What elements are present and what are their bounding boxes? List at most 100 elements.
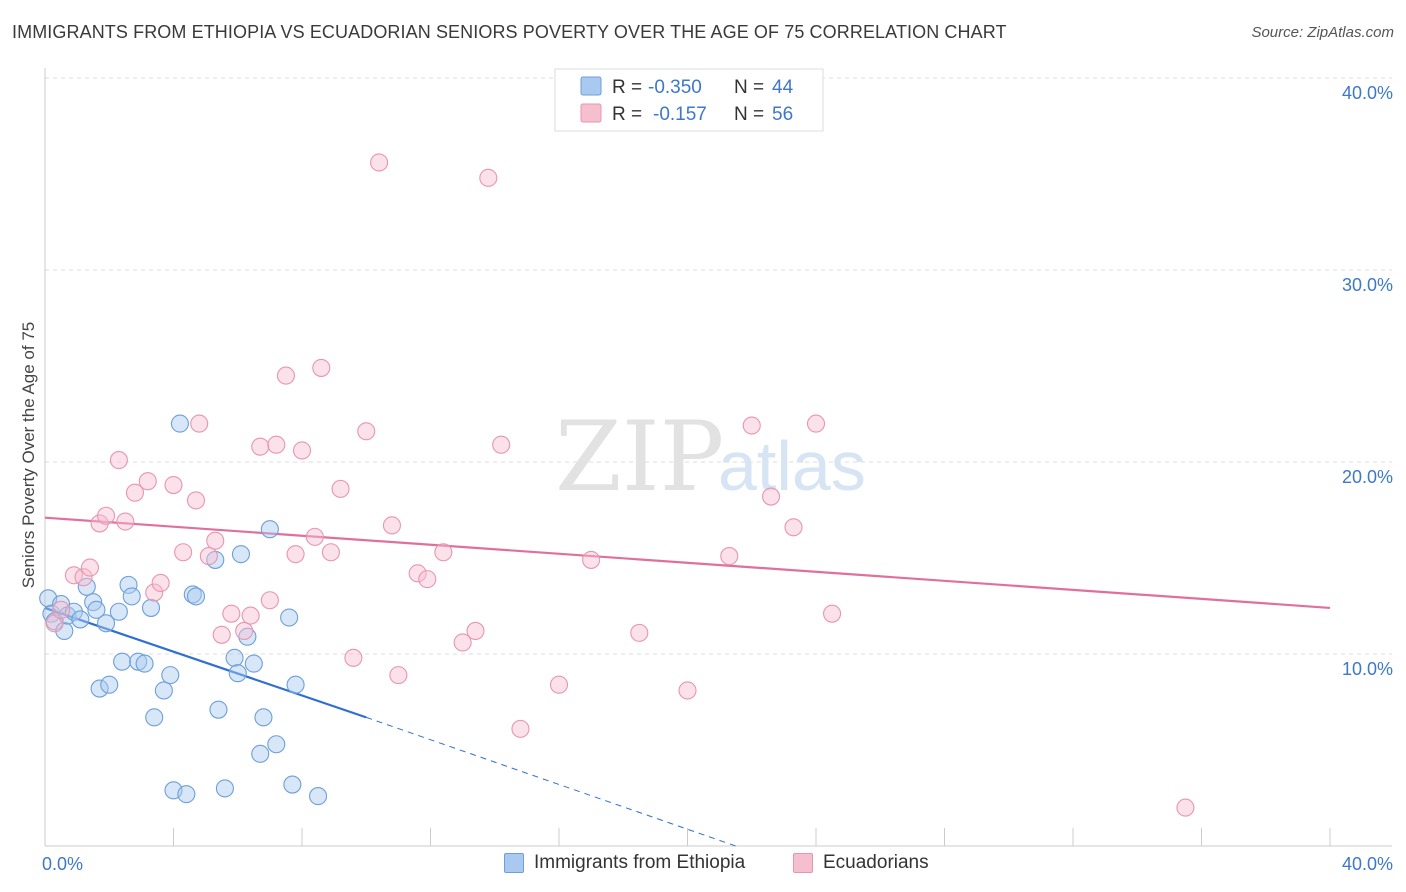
- pink-point-5: [90, 514, 109, 533]
- legend-r-label-blue: R =: [612, 77, 642, 98]
- bottom-legend-item-ethiopia: Immigrants from Ethiopia: [504, 852, 745, 874]
- pink-point-22: [241, 606, 260, 625]
- blue-point-32: [225, 648, 244, 667]
- y-tick-label-20: 20.0%: [1342, 467, 1393, 487]
- pink-point-35: [370, 153, 389, 172]
- blue-point-33: [228, 664, 247, 683]
- blue-point-4: [55, 621, 74, 641]
- pink-point-38: [408, 564, 427, 583]
- blue-point-36: [244, 654, 263, 673]
- pink-point-11: [145, 583, 164, 602]
- pink-point-28: [292, 441, 312, 460]
- pink-point-43: [479, 168, 498, 187]
- pink-point-33: [344, 648, 363, 667]
- pink-point-56: [1176, 798, 1195, 817]
- blue-point-34: [231, 545, 251, 564]
- pink-point-45: [511, 719, 530, 738]
- bottom-legend-swatch-pink: [793, 853, 813, 873]
- bottom-legend-label-ethiopia: Immigrants from Ethiopia: [534, 852, 746, 873]
- blue-point-7: [71, 610, 90, 629]
- pink-point-12: [151, 573, 170, 593]
- pink-point-29: [305, 527, 324, 546]
- pink-point-54: [806, 414, 826, 433]
- blue-point-13: [100, 675, 119, 694]
- y-tick-label-10: 10.0%: [1342, 659, 1393, 679]
- blue-point-35: [238, 627, 257, 646]
- pink-point-42: [466, 621, 485, 641]
- pink-point-17: [199, 547, 218, 566]
- blue-point-19: [135, 654, 154, 673]
- pink-point-36: [382, 516, 402, 535]
- blue-point-38: [254, 708, 273, 727]
- blue-point-30: [209, 700, 228, 719]
- pink-point-8: [116, 512, 135, 531]
- legend-n-label-blue: N =: [734, 77, 764, 98]
- legend-n-label-pink: N =: [734, 104, 764, 125]
- blue-point-17: [122, 587, 141, 606]
- blue-point-15: [113, 652, 132, 671]
- blue-point-31: [215, 779, 234, 798]
- pink-point-13: [164, 475, 183, 495]
- axes: [44, 68, 1392, 847]
- pink-point-31: [321, 543, 340, 562]
- blue-point-21: [145, 708, 164, 727]
- trend-line-blue: [44, 606, 367, 719]
- watermark-atlas: atlas: [718, 427, 866, 505]
- blue-point-16: [119, 575, 138, 594]
- blue-point-40: [267, 735, 286, 754]
- blue-point-22: [154, 681, 173, 700]
- bottom-legend: Immigrants from Ethiopia Ecuadorians: [0, 852, 1406, 878]
- pink-point-50: [720, 547, 739, 566]
- y-tick-label-40: 40.0%: [1342, 83, 1393, 103]
- pink-point-34: [357, 422, 376, 441]
- pink-point-37: [389, 666, 408, 685]
- legend-r-label-pink: R =: [612, 104, 642, 125]
- grid-lines: [45, 77, 1392, 655]
- bottom-legend-item-ecuadorians: Ecuadorians: [793, 852, 929, 874]
- legend-n-value-pink: 56: [772, 104, 793, 125]
- blue-point-8: [77, 577, 96, 596]
- bottom-legend-swatch-blue: [504, 853, 524, 873]
- pink-point-46: [549, 675, 569, 694]
- pink-point-52: [761, 487, 781, 506]
- pink-point-14: [174, 543, 193, 562]
- blue-point-41: [280, 608, 299, 627]
- pink-point-21: [235, 621, 254, 641]
- pink-point-7: [109, 451, 128, 470]
- pink-point-20: [222, 604, 241, 623]
- bottom-legend-label-ecuadorians: Ecuadorians: [823, 852, 929, 873]
- legend: R = -0.350 N = 44 R = -0.157 N = 56: [554, 68, 824, 132]
- pink-point-49: [678, 681, 697, 700]
- blue-point-14: [109, 602, 128, 621]
- pink-point-15: [186, 491, 206, 510]
- pink-point-39: [418, 570, 437, 589]
- pink-point-55: [823, 604, 842, 623]
- legend-r-value-blue: -0.350: [648, 77, 702, 98]
- watermark: ZIP atlas: [555, 401, 866, 513]
- blue-point-18: [129, 652, 148, 671]
- blue-point-27: [183, 585, 202, 604]
- chart-title: IMMIGRANTS FROM ETHIOPIA VS ECUADORIAN S…: [12, 22, 1007, 42]
- pink-point-26: [276, 366, 295, 385]
- pink-point-6: [96, 506, 116, 525]
- pink-point-40: [434, 543, 453, 562]
- blue-point-39: [260, 520, 279, 539]
- pink-point-1: [52, 600, 71, 619]
- pink-point-18: [206, 531, 225, 550]
- pink-point-23: [251, 437, 270, 456]
- pink-point-3: [74, 568, 93, 587]
- pink-point-27: [286, 545, 305, 564]
- blue-point-20: [141, 598, 161, 617]
- data-points: [39, 153, 1195, 817]
- legend-swatch-blue: [580, 76, 602, 96]
- legend-swatch-pink: [580, 103, 602, 123]
- blue-point-42: [283, 775, 302, 794]
- pink-point-44: [492, 435, 511, 454]
- blue-point-23: [161, 666, 180, 685]
- pink-point-9: [125, 483, 144, 502]
- x-tick-label-40: 40.0%: [1342, 854, 1393, 874]
- pink-point-51: [742, 416, 761, 435]
- blue-point-12: [96, 614, 116, 633]
- blue-point-44: [309, 787, 328, 806]
- pink-point-24: [260, 591, 279, 610]
